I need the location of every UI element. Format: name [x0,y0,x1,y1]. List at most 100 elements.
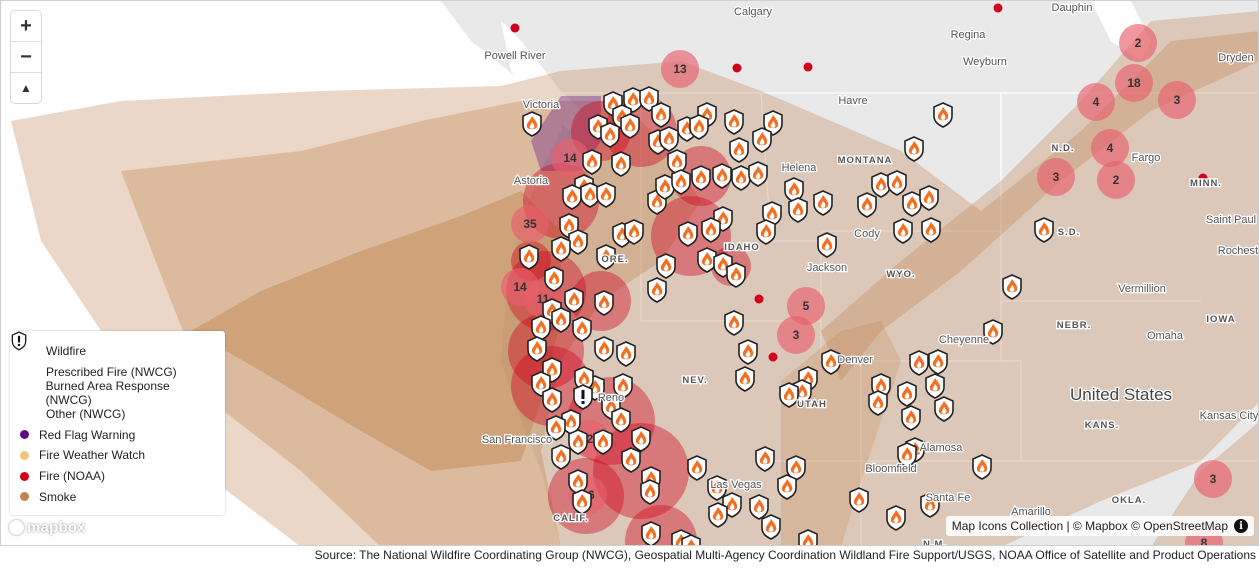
wildfire-marker[interactable] [761,514,781,540]
wildfire-marker[interactable] [755,446,775,472]
wildfire-marker[interactable] [551,444,571,470]
fire-cluster[interactable] [1091,129,1129,167]
other-icon[interactable] [11,331,27,351]
wildfire-marker[interactable] [798,529,818,546]
wildfire-marker[interactable] [624,219,644,245]
wildfire-marker[interactable] [920,492,940,518]
wildfire-marker[interactable] [738,339,758,365]
wildfire-marker[interactable] [731,165,751,191]
mapbox-logo[interactable]: mapbox [9,519,86,536]
wildfire-marker[interactable] [691,165,711,191]
wildfire-marker[interactable] [763,110,783,136]
wildfire-marker[interactable] [621,447,641,473]
wildfire-marker[interactable] [546,415,566,441]
wildfire-marker[interactable] [519,244,539,270]
wildfire-marker[interactable] [748,161,768,187]
wildfire-marker[interactable] [1002,274,1022,300]
noaa-fire-dot[interactable] [732,63,742,73]
zoom-in-button[interactable]: + [11,11,41,42]
wildfire-marker[interactable] [620,113,640,139]
fire-cluster[interactable] [1077,83,1115,121]
wildfire-marker[interactable] [821,349,841,375]
wildfire-marker[interactable] [735,366,755,392]
fire-cluster[interactable] [551,139,589,177]
noaa-fire-dot[interactable] [768,352,778,362]
wildfire-marker[interactable] [779,382,799,408]
wildfire-marker[interactable] [542,387,562,413]
wildfire-marker[interactable] [616,341,636,367]
wildfire-marker[interactable] [572,489,592,515]
fire-cluster[interactable] [511,205,549,243]
wildfire-marker[interactable] [933,102,953,128]
noaa-fire-dot[interactable] [510,23,520,33]
wildfire-marker[interactable] [886,505,906,531]
wildfire-marker[interactable] [972,454,992,480]
wildfire-marker[interactable] [593,429,613,455]
wildfire-marker[interactable] [726,262,746,288]
wildfire-marker[interactable] [902,191,922,217]
wildfire-marker[interactable] [887,170,907,196]
wildfire-marker[interactable] [651,102,671,128]
wildfire-marker[interactable] [901,405,921,431]
wildfire-marker[interactable] [788,197,808,223]
noaa-fire-dot[interactable] [754,294,764,304]
noaa-fire-dot[interactable] [1198,173,1208,183]
wildfire-marker[interactable] [868,390,888,416]
wildfire-marker[interactable] [641,521,661,546]
wildfire-marker[interactable] [544,266,564,292]
wildfire-marker[interactable] [928,349,948,375]
wildfire-marker[interactable] [909,350,929,376]
wildfire-marker[interactable] [921,217,941,243]
zoom-out-button[interactable]: − [11,42,41,73]
wildfire-map[interactable]: 1321843414233514115321638 CalgaryDauphin… [0,0,1259,546]
wildfire-marker[interactable] [777,474,797,500]
fire-cluster[interactable] [1115,64,1153,102]
wildfire-marker[interactable] [749,494,769,520]
wildfire-marker[interactable] [611,151,631,177]
wildfire-marker[interactable] [687,455,707,481]
wildfire-marker[interactable] [640,479,660,505]
wildfire-marker[interactable] [551,236,571,262]
wildfire-marker[interactable] [919,185,939,211]
wildfire-marker[interactable] [857,192,877,218]
wildfire-marker[interactable] [596,182,616,208]
wildfire-marker[interactable] [647,277,667,303]
fire-cluster[interactable] [1037,158,1075,196]
wildfire-marker[interactable] [631,426,651,452]
wildfire-marker[interactable] [531,315,551,341]
wildfire-marker[interactable] [562,184,582,210]
fire-cluster[interactable] [787,287,825,325]
wildfire-marker[interactable] [527,336,547,362]
wildfire-marker[interactable] [568,229,588,255]
wildfire-marker[interactable] [1034,217,1054,243]
wildfire-marker[interactable] [707,475,727,501]
wildfire-marker[interactable] [724,310,744,336]
other-nwcg-marker[interactable] [573,384,593,410]
wildfire-marker[interactable] [893,218,913,244]
noaa-fire-dot[interactable] [993,3,1003,13]
wildfire-marker[interactable] [594,290,614,316]
wildfire-marker[interactable] [551,307,571,333]
wildfire-marker[interactable] [659,126,679,152]
wildfire-marker[interactable] [689,114,709,140]
fire-cluster[interactable] [1097,161,1135,199]
wildfire-marker[interactable] [756,219,776,245]
wildfire-marker[interactable] [817,232,837,258]
wildfire-marker[interactable] [724,109,744,135]
wildfire-marker[interactable] [813,190,833,216]
wildfire-marker[interactable] [983,319,1003,345]
info-icon[interactable]: i [1234,519,1248,533]
wildfire-marker[interactable] [594,336,614,362]
wildfire-marker[interactable] [752,127,772,153]
wildfire-marker[interactable] [656,253,676,279]
wildfire-marker[interactable] [897,442,917,468]
wildfire-marker[interactable] [925,373,945,399]
wildfire-marker[interactable] [623,87,643,113]
wildfire-marker[interactable] [568,469,588,495]
wildfire-marker[interactable] [712,163,732,189]
wildfire-marker[interactable] [897,381,917,407]
wildfire-marker[interactable] [600,122,620,148]
fire-cluster[interactable] [1158,81,1196,119]
wildfire-marker[interactable] [522,111,542,137]
wildfire-marker[interactable] [934,396,954,422]
